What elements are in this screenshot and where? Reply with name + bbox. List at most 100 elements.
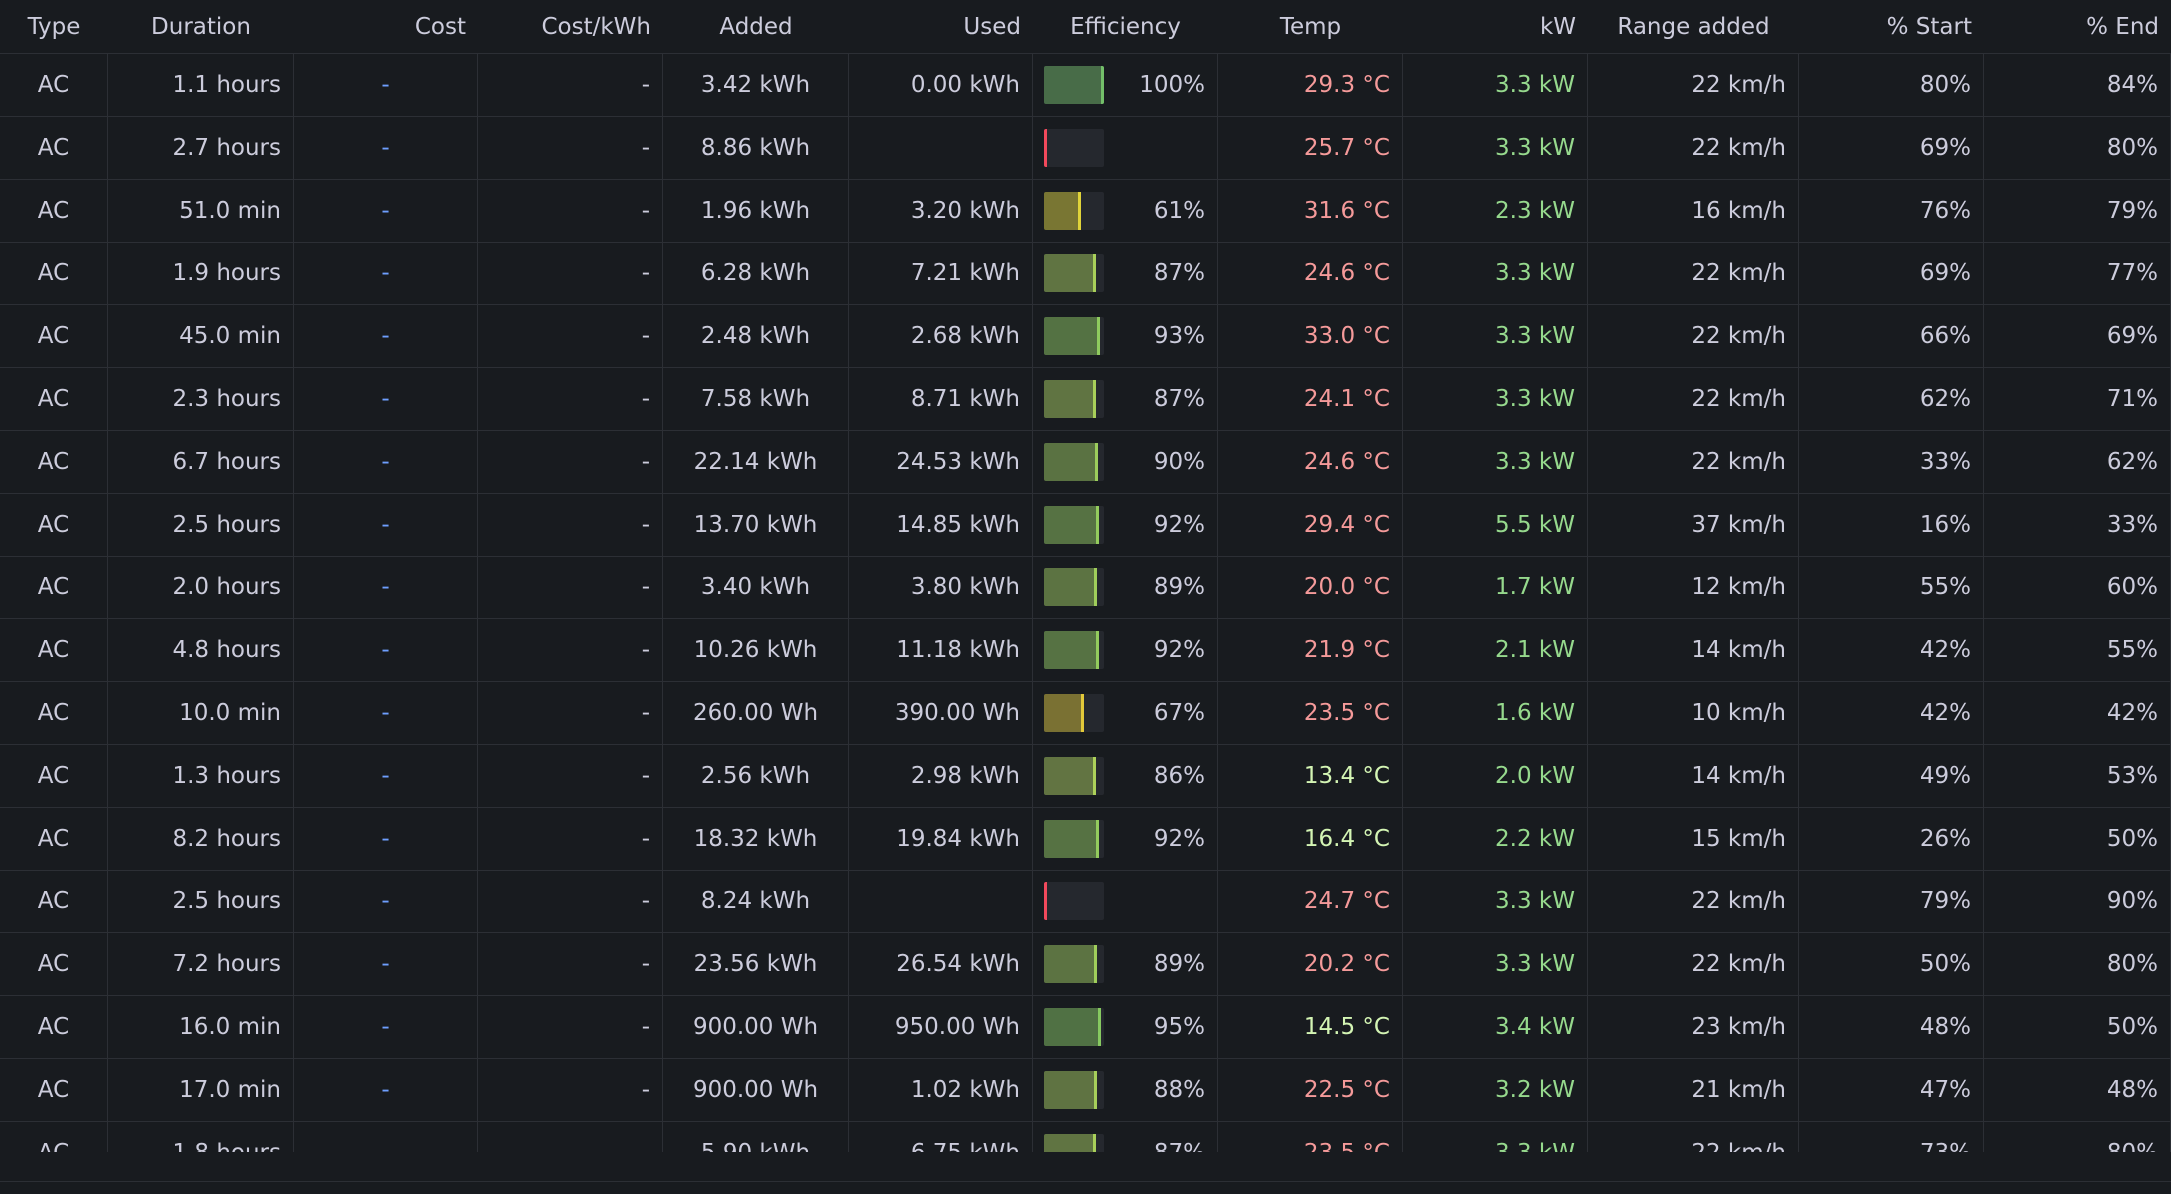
efficiency-gauge bbox=[1044, 756, 1104, 795]
gauge-fill bbox=[1044, 694, 1085, 732]
gauge-edge bbox=[1101, 66, 1104, 104]
cell-text: 14.5 °C bbox=[1303, 1014, 1390, 1040]
cell-text: - bbox=[641, 323, 650, 350]
table-cell: 29.4 °C bbox=[1218, 493, 1403, 556]
gauge-edge bbox=[1096, 631, 1100, 670]
cell-text: AC bbox=[37, 197, 70, 224]
efficiency-gauge bbox=[1044, 317, 1104, 356]
gauge-fill bbox=[1044, 631, 1100, 670]
cell-text: AC bbox=[37, 1014, 70, 1040]
table-cell: AC bbox=[0, 242, 108, 305]
table-cell: 55% bbox=[1799, 556, 1984, 619]
column-header[interactable]: Efficiency bbox=[1070, 13, 1181, 40]
table-cell: AC bbox=[0, 116, 108, 179]
gauge-edge bbox=[1096, 819, 1100, 858]
table-cell: - bbox=[478, 619, 663, 682]
cell-text: 0.00 kWh bbox=[910, 72, 1020, 98]
cell-text: 77% bbox=[2106, 260, 2158, 287]
efficiency-label: 87% bbox=[1153, 386, 1205, 412]
table-cell: 3.3 kW bbox=[1403, 242, 1588, 305]
cell-text: 20.2 °C bbox=[1303, 951, 1390, 978]
efficiency-label: 61% bbox=[1153, 197, 1205, 224]
cell-text: - bbox=[381, 260, 390, 287]
column-header[interactable]: Temp bbox=[1279, 13, 1342, 40]
cell-text: 47% bbox=[1919, 1076, 1971, 1103]
cell-text: AC bbox=[37, 448, 70, 475]
cell-text: - bbox=[641, 197, 650, 224]
table-row: AC 8.2 hours - - 18.32 kWh 19.84 kWh 92% 16.4 °… bbox=[0, 807, 2171, 871]
table-cell: 260.00 Wh bbox=[663, 682, 849, 744]
table-cell: 2.2 kW bbox=[1403, 807, 1588, 870]
cell-text: AC bbox=[37, 637, 70, 664]
cell-text: 76% bbox=[1919, 197, 1971, 224]
column-header[interactable]: Cost/kWh bbox=[541, 13, 651, 40]
table-cell: - bbox=[478, 179, 663, 242]
table-cell: 13.4 °C bbox=[1218, 744, 1403, 807]
table-cell: 1.96 kWh bbox=[663, 179, 849, 242]
efficiency-gauge bbox=[1044, 66, 1104, 104]
cell-text: 16 km/h bbox=[1691, 197, 1786, 224]
efficiency-label: 92% bbox=[1153, 825, 1205, 852]
table-row: AC 2.7 hours - - 8.86 kWh 25.7 °C 3.3 kW 22 km/… bbox=[0, 116, 2171, 180]
table-cell: - bbox=[478, 933, 663, 996]
cell-text: 8.86 kWh bbox=[700, 134, 811, 161]
column-header[interactable]: Used bbox=[963, 13, 1021, 40]
cell-text: - bbox=[381, 134, 390, 161]
cell-text: 69% bbox=[2106, 323, 2158, 350]
efficiency-gauge bbox=[1044, 1008, 1104, 1046]
cell-text: 1.7 kW bbox=[1495, 574, 1575, 601]
table-cell: 88% bbox=[1033, 1058, 1218, 1121]
cell-text: - bbox=[381, 762, 390, 789]
table-body: AC 1.1 hours - - 3.42 kWh 0.00 kWh 100% 29.3 °C… bbox=[0, 54, 2171, 1152]
table-cell: 100% bbox=[1033, 54, 1218, 116]
table-cell: 23.5 °C bbox=[1218, 682, 1403, 744]
column-header[interactable]: % End bbox=[2086, 13, 2159, 40]
cell-text: - bbox=[641, 260, 650, 287]
column-header[interactable]: % Start bbox=[1886, 13, 1972, 40]
column-header[interactable]: kW bbox=[1539, 13, 1576, 40]
cell-text: 3.3 kW bbox=[1495, 888, 1575, 915]
cell-text: 2.56 kWh bbox=[700, 762, 811, 789]
gauge-edge bbox=[1092, 756, 1096, 795]
table-row: AC 51.0 min - - 1.96 kWh 3.20 kWh 61% 31.6 °C 2.… bbox=[0, 179, 2171, 243]
table-cell: 67% bbox=[1033, 682, 1218, 744]
column-header[interactable]: Type bbox=[27, 13, 81, 40]
cell-text: 33.0 °C bbox=[1303, 323, 1390, 350]
cell-text: 3.40 kWh bbox=[700, 574, 811, 601]
table-cell: - bbox=[294, 116, 478, 179]
cell-text: 390.00 Wh bbox=[894, 700, 1020, 726]
gauge-fill bbox=[1044, 945, 1098, 984]
table-cell: 16.4 °C bbox=[1218, 807, 1403, 870]
table-cell: 18.32 kWh bbox=[663, 807, 849, 870]
table-cell: 92% bbox=[1033, 807, 1218, 870]
gauge-edge bbox=[1077, 191, 1081, 230]
table-row: AC 1.3 hours - - 2.56 kWh 2.98 kWh 86% 13.4 °C 2… bbox=[0, 744, 2171, 808]
table-cell: - bbox=[478, 744, 663, 807]
column-header[interactable]: Duration bbox=[151, 13, 251, 40]
cell-text: 69% bbox=[1919, 260, 1971, 287]
table-cell: 2.68 kWh bbox=[849, 305, 1033, 368]
table-cell: 21 km/h bbox=[1588, 1058, 1799, 1121]
column-header[interactable]: Added bbox=[719, 13, 793, 40]
column-header[interactable]: Range added bbox=[1617, 13, 1770, 40]
table-cell: - bbox=[478, 493, 663, 556]
cell-text: AC bbox=[37, 700, 70, 726]
table-cell: 69% bbox=[1799, 242, 1984, 305]
table-cell: 86% bbox=[1033, 744, 1218, 807]
gauge-edge bbox=[1093, 1070, 1097, 1109]
table-cell: - bbox=[478, 996, 663, 1058]
gauge-edge bbox=[1044, 882, 1047, 921]
efficiency-gauge bbox=[1044, 442, 1104, 481]
table-cell: AC bbox=[0, 619, 108, 682]
table-cell: 26% bbox=[1799, 807, 1984, 870]
efficiency-gauge bbox=[1044, 631, 1104, 670]
cell-text: - bbox=[381, 700, 390, 726]
table-cell: AC bbox=[0, 556, 108, 619]
table-cell: - bbox=[294, 556, 478, 619]
cell-text: 4.8 hours bbox=[172, 637, 281, 664]
table-cell: 92% bbox=[1033, 493, 1218, 556]
cell-text: 14 km/h bbox=[1691, 762, 1786, 789]
cell-text: 79% bbox=[1919, 888, 1971, 915]
column-header[interactable]: Cost bbox=[414, 13, 466, 40]
cell-text: 22.14 kWh bbox=[693, 448, 818, 475]
